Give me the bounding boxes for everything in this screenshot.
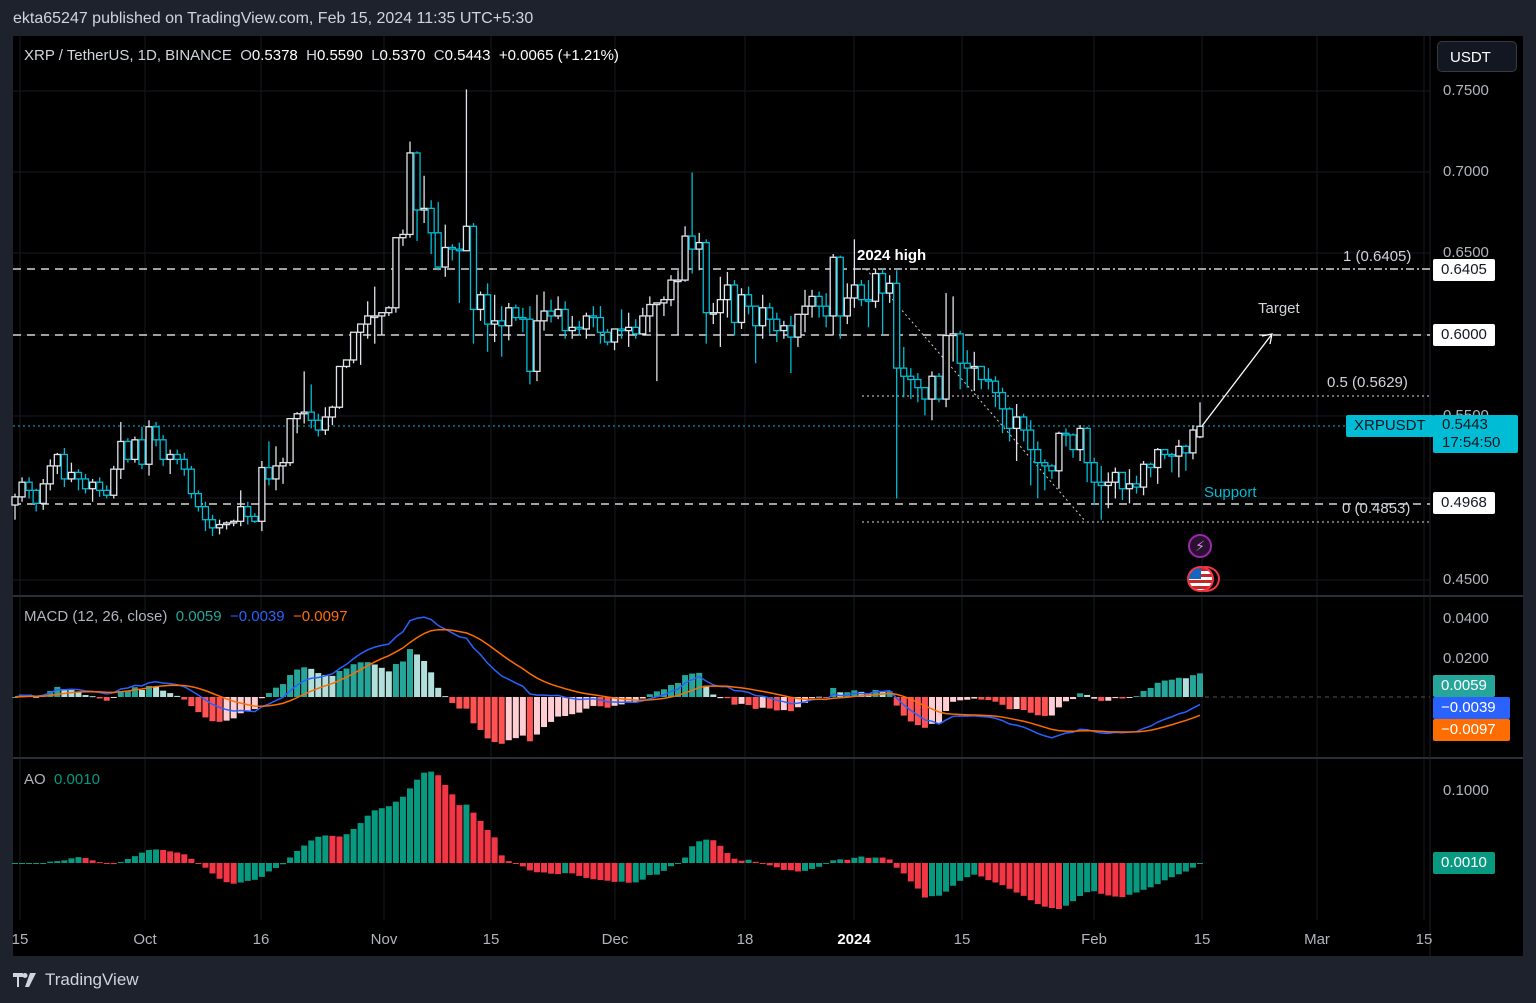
price-axis-label: 0.6500 — [1443, 244, 1489, 261]
price-axis-label: 0.4500 — [1443, 571, 1489, 588]
ao-value-tag: 0.0010 — [1433, 852, 1495, 874]
symbol-tag: XRPUSDT — [1346, 415, 1434, 437]
fib-1-price-tag: 0.6405 — [1433, 259, 1495, 281]
time-axis-label: Oct — [133, 931, 157, 948]
time-axis-label: Nov — [370, 931, 398, 948]
time-axis-label: Mar — [1304, 931, 1330, 948]
target-annotation[interactable]: Target — [1258, 300, 1300, 317]
published-note: ekta65247 published on TradingView.com, … — [13, 10, 534, 27]
macd-signal-tag: −0.0097 — [1433, 719, 1510, 741]
time-axis-label: Dec — [601, 931, 629, 948]
currency-button[interactable]: USDT — [1437, 41, 1517, 72]
support-annotation[interactable]: Support — [1204, 484, 1257, 501]
macd-axis-label: 0.0200 — [1443, 650, 1489, 667]
fib-level-05: 0.5 (0.5629) — [1327, 374, 1408, 391]
time-axis-label: 15 — [953, 931, 971, 948]
macd-hist-value: 0.0059 — [175, 608, 222, 625]
us-flag-economic-event-icon[interactable] — [1187, 566, 1214, 592]
macd-line-tag: −0.0039 — [1433, 697, 1510, 719]
macd-title: MACD (12, 26, close) — [24, 608, 168, 625]
brand-name: TradingView — [45, 970, 139, 989]
fib-level-1: 1 (0.6405) — [1343, 248, 1412, 265]
lightning-event-icon[interactable]: ⚡︎ — [1188, 534, 1212, 558]
macd-hist-tag: 0.0059 — [1433, 675, 1495, 697]
price-axis-label: 0.7000 — [1443, 163, 1489, 180]
ao-title: AO — [24, 771, 46, 788]
high-annotation[interactable]: 2024 high — [857, 247, 927, 264]
ao-axis-label: 0.1000 — [1443, 782, 1489, 799]
price-axis-label: 0.7500 — [1443, 82, 1489, 99]
time-axis-label: 16 — [252, 931, 270, 948]
tradingview-logo[interactable]: TradingView — [13, 970, 139, 990]
tradingview-logo-icon — [13, 973, 36, 987]
macd-axis-label: 0.0400 — [1443, 610, 1489, 627]
last-price: 0.5443 — [1442, 416, 1488, 433]
change-value: +0.0065 (+1.21%) — [498, 47, 619, 64]
symbol-title[interactable]: XRP / TetherUS, 1D, BINANCE — [24, 47, 232, 64]
time-axis-label: 15 — [11, 931, 29, 948]
symbol-legend: XRP / TetherUS, 1D, BINANCE O0.5378 H0.5… — [24, 47, 619, 64]
time-axis-label: Feb — [1081, 931, 1107, 948]
macd-legend[interactable]: MACD (12, 26, close) 0.0059 −0.0039 −0.0… — [24, 608, 348, 625]
time-axis-label: 2024 — [837, 931, 871, 948]
bar-countdown: 17:54:50 — [1442, 434, 1501, 451]
high-value: 0.5590 — [316, 47, 363, 64]
time-axis-label: 18 — [736, 931, 754, 948]
time-axis-label: 15 — [1415, 931, 1433, 948]
open-value: 0.5378 — [251, 47, 298, 64]
support-price-tag: 0.4968 — [1433, 492, 1495, 514]
last-price-tag: 0.5443 17:54:50 — [1433, 415, 1518, 453]
ao-value: 0.0010 — [54, 771, 100, 788]
low-value: 0.5370 — [379, 47, 426, 64]
time-axis-label: 15 — [482, 931, 500, 948]
target-price-tag: 0.6000 — [1433, 324, 1495, 346]
ao-legend[interactable]: AO 0.0010 — [24, 771, 100, 788]
macd-signal-value: −0.0097 — [292, 608, 348, 625]
fib-level-0: 0 (0.4853) — [1342, 500, 1411, 517]
close-value: 0.5443 — [444, 47, 491, 64]
time-axis-label: 15 — [1193, 931, 1211, 948]
macd-line-value: −0.0039 — [229, 608, 285, 625]
